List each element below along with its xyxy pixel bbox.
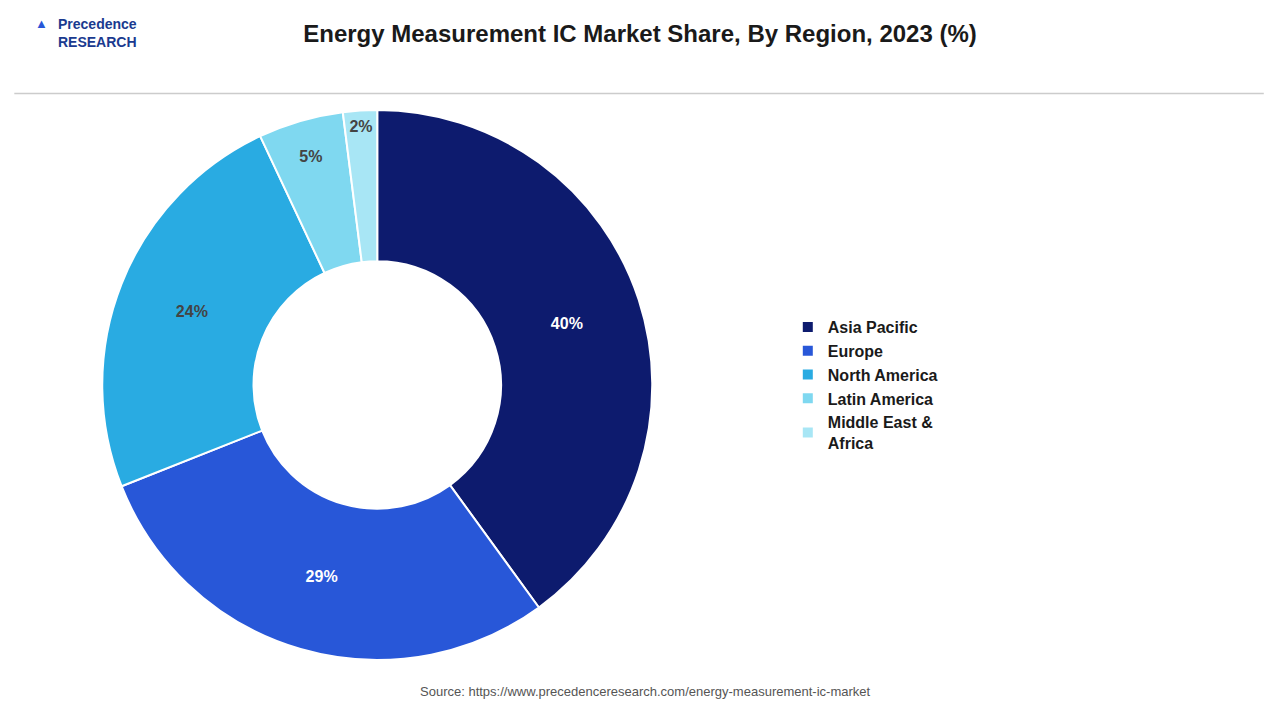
svg-text:5%: 5%: [299, 148, 322, 165]
svg-text:Latin America: Latin America: [828, 391, 933, 408]
svg-text:▲: ▲: [35, 16, 48, 31]
svg-text:24%: 24%: [176, 303, 208, 320]
svg-text:North America: North America: [828, 367, 938, 384]
svg-text:Asia Pacific: Asia Pacific: [828, 319, 918, 336]
svg-text:Source: https://www.precedence: Source: https://www.precedenceresearch.c…: [420, 684, 871, 699]
svg-text:29%: 29%: [306, 568, 338, 585]
svg-text:Energy Measurement IC Market S: Energy Measurement IC Market Share, By R…: [303, 20, 977, 47]
svg-text:2%: 2%: [349, 118, 372, 135]
svg-text:Europe: Europe: [828, 343, 883, 360]
svg-text:40%: 40%: [551, 315, 583, 332]
svg-text:PrecedenceRESEARCH: PrecedenceRESEARCH: [58, 16, 137, 50]
svg-text:Middle East &Africa: Middle East &Africa: [828, 414, 933, 452]
